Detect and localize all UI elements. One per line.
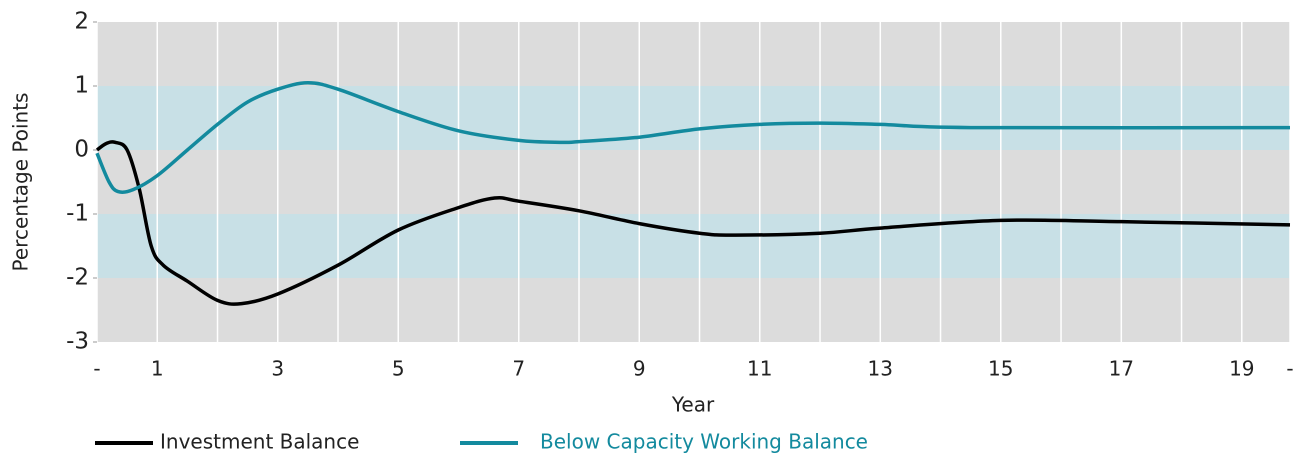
y-tick-label: -1 [66,201,89,227]
x-axis-label: Year [671,393,715,417]
x-tick-label: 19 [1229,357,1254,381]
y-tick-label: 2 [74,9,89,35]
x-tick-label: 9 [633,357,646,381]
x-tick-label: 17 [1109,357,1134,381]
x-tick-label: 3 [271,357,284,381]
y-tick-label: 1 [74,73,89,99]
series-line [95,140,1291,306]
x-tick-label: - [93,357,100,381]
x-tick-label: 13 [868,357,893,381]
y-tick-label: -3 [66,329,89,355]
band [97,214,1290,278]
x-tick-label: - [1286,357,1293,381]
x-tick-label: 7 [512,357,525,381]
band [97,86,1290,150]
x-tick-label: 11 [747,357,772,381]
plot-background [97,22,1290,342]
x-tick-label: 5 [392,357,405,381]
series-line [95,81,1291,195]
x-tick-label: 15 [988,357,1013,381]
legend-label: Below Capacity Working Balance [540,430,868,454]
y-tick-label: -2 [66,265,89,291]
y-axis-label: Percentage Points [9,93,33,272]
x-tick-label: 1 [151,357,164,381]
y-tick-label: 0 [74,137,89,163]
legend-label: Investment Balance [160,430,359,454]
